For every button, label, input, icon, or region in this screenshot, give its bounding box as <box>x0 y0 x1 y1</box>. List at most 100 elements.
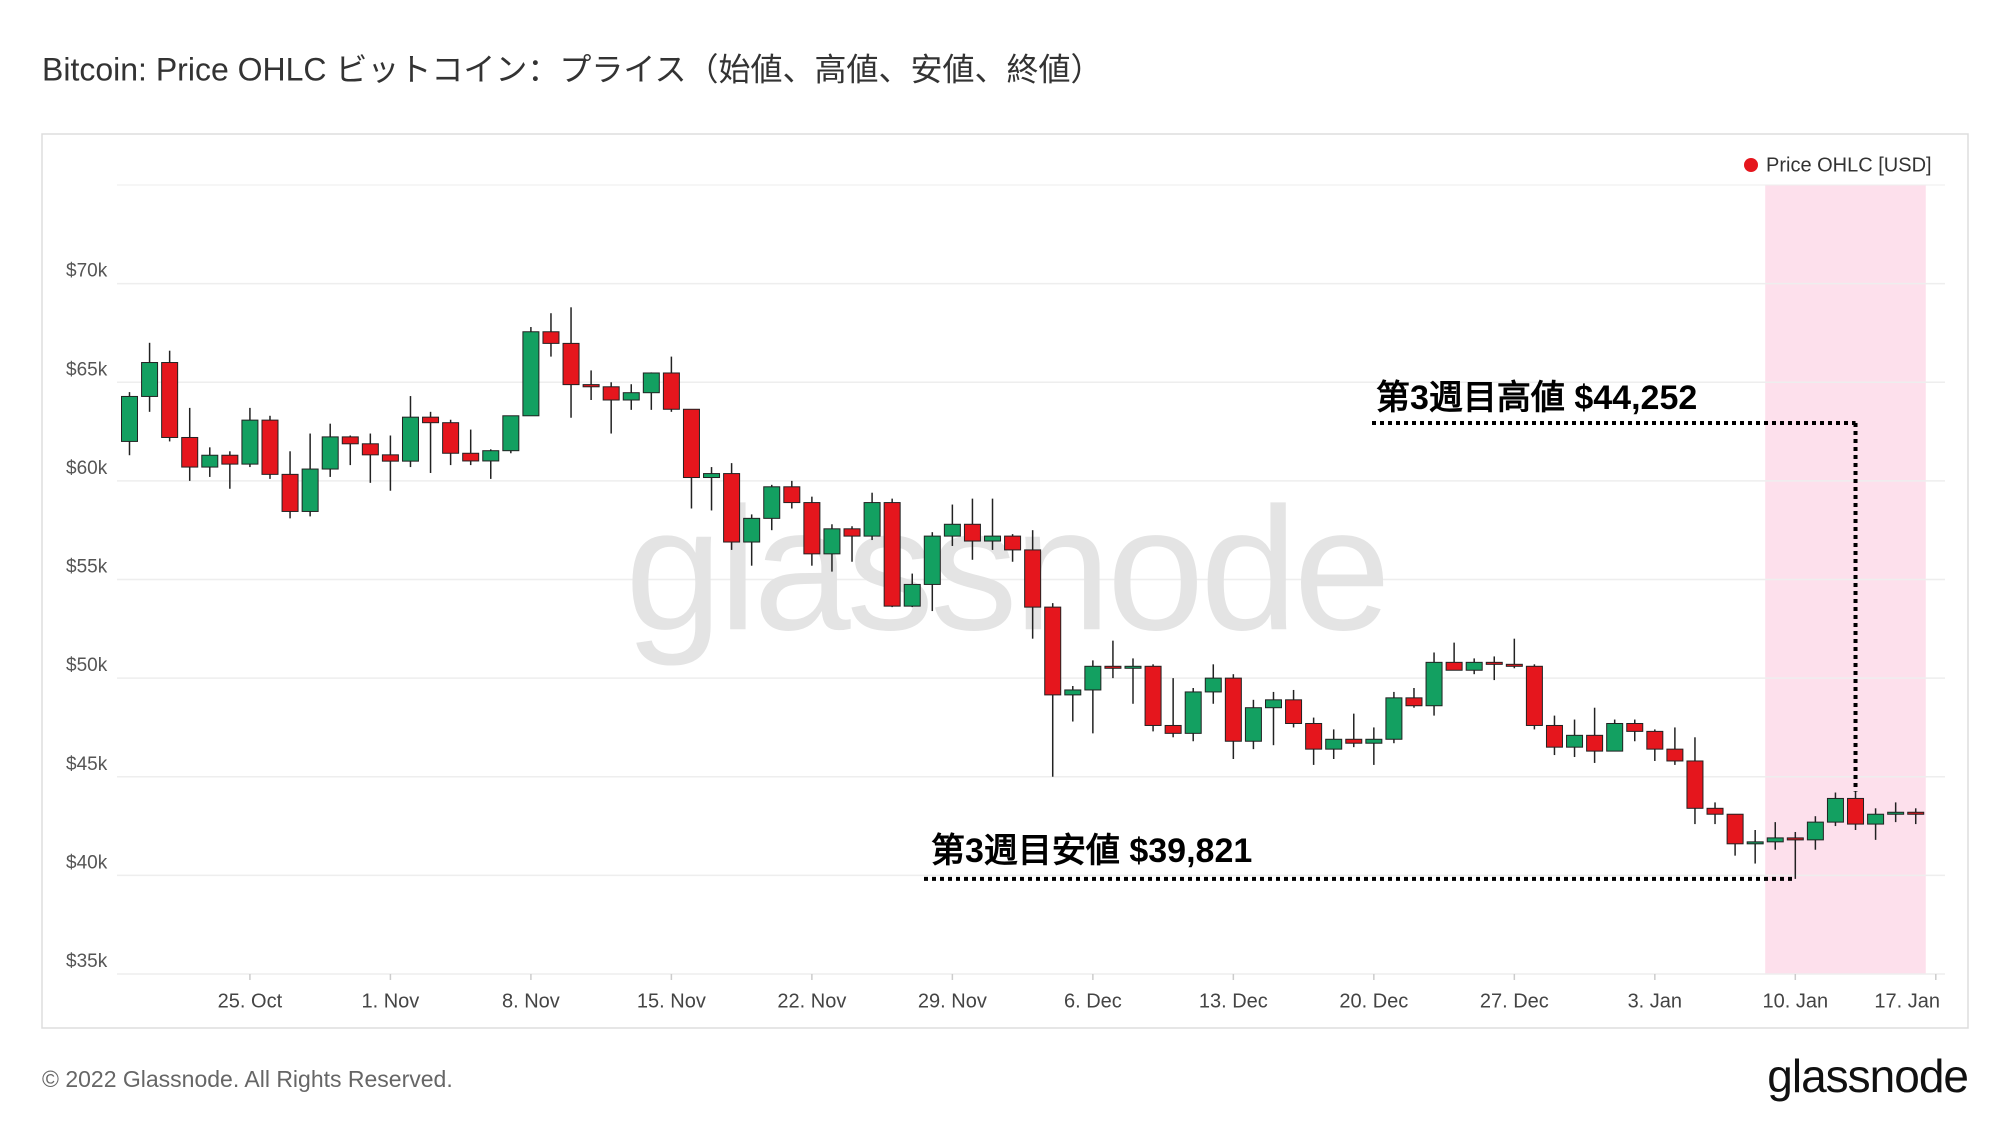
candle-body <box>1586 734 1604 752</box>
candle-body <box>1867 813 1885 825</box>
x-tick-label: 27. Dec <box>1480 990 1549 1012</box>
candle-body <box>1545 724 1563 748</box>
candle-body <box>803 502 821 555</box>
y-tick-label: $65k <box>66 359 108 380</box>
x-tick-label: 6. Dec <box>1064 990 1122 1012</box>
candle-body <box>923 535 941 585</box>
candle-body <box>1305 722 1323 750</box>
candle-body <box>662 372 680 410</box>
candle-body <box>1124 665 1142 669</box>
candle-body <box>1224 677 1242 742</box>
candle-body <box>903 583 921 607</box>
candle-body <box>161 362 179 438</box>
candle-body <box>642 372 660 394</box>
candle-body <box>723 473 741 543</box>
candle-body <box>1626 722 1644 732</box>
candle-body <box>1425 661 1443 707</box>
candle-body <box>984 535 1002 542</box>
candle-body <box>703 473 721 479</box>
candle-body <box>1726 813 1744 845</box>
candle-body <box>1525 665 1543 726</box>
candle-body <box>1766 837 1784 843</box>
candle-body <box>141 362 159 397</box>
candle-body <box>281 473 299 512</box>
candle-body <box>823 528 841 555</box>
x-tick-label: 17. Jan <box>1874 990 1940 1012</box>
candle-body <box>1064 689 1082 696</box>
candle-body <box>602 386 620 401</box>
x-tick-label: 15. Nov <box>637 990 706 1012</box>
candle-body <box>1505 663 1523 667</box>
candle-body <box>1887 811 1905 815</box>
candle-body <box>201 454 219 468</box>
candle-body <box>361 443 379 456</box>
candle-body <box>1826 797 1844 823</box>
candle-body <box>542 331 560 344</box>
candle-body <box>1084 665 1102 691</box>
candle-body <box>783 486 801 504</box>
candle-body <box>462 452 480 462</box>
candle-body <box>943 523 961 537</box>
x-tick-label: 22. Nov <box>777 990 846 1012</box>
candle-body <box>181 436 199 468</box>
candle-body <box>1144 665 1162 726</box>
candle-body <box>1104 665 1122 669</box>
candle-body <box>1044 606 1062 696</box>
legend-marker <box>1744 158 1758 172</box>
candle-body <box>1485 661 1503 665</box>
candle-body <box>763 486 781 519</box>
candle-body <box>1365 738 1383 744</box>
candle-body <box>1786 837 1804 841</box>
y-tick-label: $45k <box>66 754 108 775</box>
candle-body <box>482 450 500 462</box>
y-tick-label: $70k <box>66 261 108 282</box>
y-tick-label: $60k <box>66 458 108 479</box>
x-tick-label: 29. Nov <box>918 990 987 1012</box>
candle-body <box>743 517 761 543</box>
candle-body <box>1285 699 1303 724</box>
candle-body <box>1244 707 1262 742</box>
annotation-text: 第3週目安値 $39,821 <box>931 832 1252 870</box>
candle-body <box>121 395 138 442</box>
candle-body <box>1405 697 1423 707</box>
candle-body <box>1164 724 1182 734</box>
candle-body <box>1746 841 1764 845</box>
candle-body <box>1325 738 1343 750</box>
candle-body <box>522 331 540 417</box>
candle-body <box>1566 734 1584 748</box>
candle-body <box>241 419 259 465</box>
x-tick-label: 8. Nov <box>502 990 560 1012</box>
annotation-text: 第3週目高値 $44,252 <box>1376 379 1697 417</box>
candle-body <box>863 502 881 537</box>
candle-body <box>1806 821 1824 841</box>
candle-body <box>381 454 399 462</box>
candle-body <box>442 422 460 454</box>
y-tick-label: $50k <box>66 655 108 676</box>
candle-body <box>963 523 981 542</box>
candle-body <box>1345 738 1363 744</box>
candle-body <box>843 528 861 537</box>
chart-title: Bitcoin: Price OHLC ビットコイン：プライス（始値、高値、安値… <box>42 51 1102 87</box>
candle-body <box>341 436 359 445</box>
candle-body <box>1264 699 1282 709</box>
candle-body <box>1686 760 1704 809</box>
chart-frame <box>41 133 1969 1029</box>
candle-body <box>1646 730 1664 750</box>
x-tick-label: 1. Nov <box>362 990 420 1012</box>
candle-body <box>321 436 339 470</box>
y-tick-label: $55k <box>66 557 108 578</box>
legend-label: Price OHLC [USD] <box>1766 154 1932 176</box>
candle-body <box>221 454 239 465</box>
candle-body <box>1445 661 1463 671</box>
candle-body <box>682 408 700 479</box>
candle-body <box>622 392 640 401</box>
y-tick-label: $40k <box>66 852 108 873</box>
candle-body <box>1907 811 1925 815</box>
candle-body <box>1465 661 1483 671</box>
candle-body <box>1204 677 1222 693</box>
candle-body <box>1706 807 1724 815</box>
candle-body <box>502 415 520 452</box>
x-tick-label: 25. Oct <box>218 990 283 1012</box>
x-tick-label: 13. Dec <box>1199 990 1268 1012</box>
